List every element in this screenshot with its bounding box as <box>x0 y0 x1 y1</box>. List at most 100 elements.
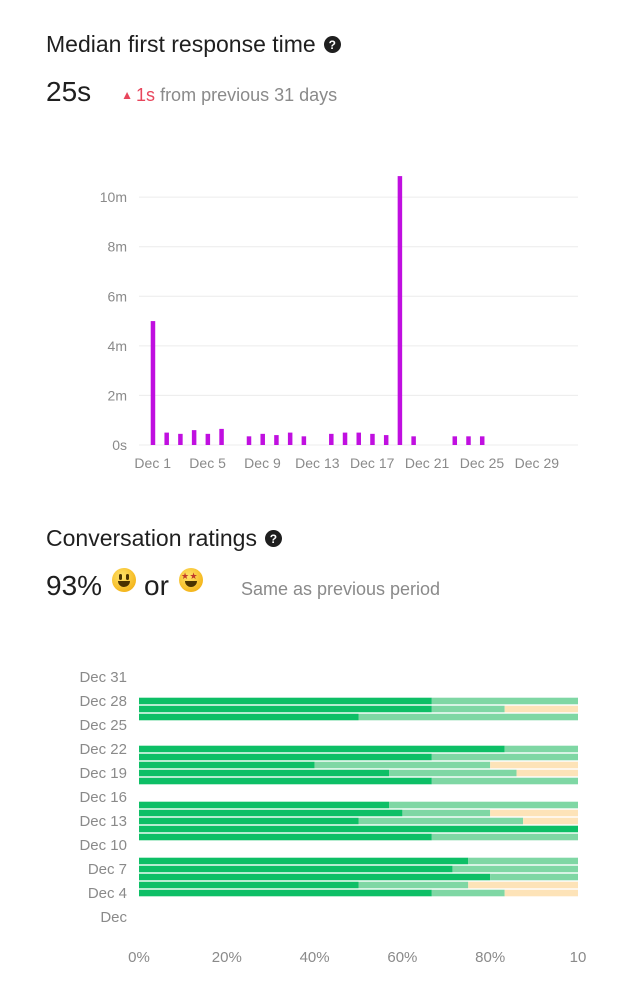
bar[interactable] <box>191 430 197 445</box>
bar[interactable] <box>150 321 156 445</box>
x-tick-label: Dec 25 <box>460 455 505 471</box>
bar[interactable] <box>479 436 485 445</box>
y-tick-label: Dec <box>100 909 127 926</box>
rating-segment-good[interactable] <box>452 865 578 873</box>
bar[interactable] <box>370 433 375 445</box>
y-tick-label: 0s <box>112 437 127 453</box>
rating-segment-good[interactable] <box>431 777 578 785</box>
y-tick-label: Dec 7 <box>88 861 127 878</box>
rating-segment-great[interactable] <box>139 881 359 889</box>
rating-segment-great[interactable] <box>139 857 469 865</box>
rating-segment-good[interactable] <box>490 873 578 881</box>
delta-text: from previous 31 days <box>160 85 338 105</box>
rating-segment-good[interactable] <box>314 761 491 769</box>
rating-segment-great[interactable] <box>139 769 390 777</box>
ratings-metric: 93% or Same as previous period <box>46 568 441 602</box>
y-tick-label: Dec 13 <box>79 813 127 830</box>
rating-segment-great[interactable] <box>139 777 432 785</box>
rating-segment-good[interactable] <box>431 889 505 897</box>
bar[interactable] <box>329 433 334 445</box>
bar[interactable] <box>287 432 293 445</box>
response-time-title-text: Median first response time <box>46 31 316 57</box>
y-tick-label: Dec 31 <box>79 669 127 686</box>
rating-segment-ok[interactable] <box>516 769 578 777</box>
star-struck-face-icon <box>178 568 203 592</box>
y-tick-label: Dec 16 <box>79 789 127 806</box>
rating-segment-good[interactable] <box>431 753 578 761</box>
x-tick-label: Dec 17 <box>350 455 395 471</box>
bar[interactable] <box>397 176 403 445</box>
rating-segment-great[interactable] <box>139 825 578 833</box>
rating-segment-great[interactable] <box>139 697 432 705</box>
bar[interactable] <box>301 436 307 445</box>
rating-segment-ok[interactable] <box>504 889 578 897</box>
bar[interactable] <box>274 435 279 445</box>
x-tick-label: Dec 29 <box>515 455 560 471</box>
bar[interactable] <box>205 433 211 445</box>
bar[interactable] <box>164 432 169 445</box>
bar[interactable] <box>411 436 416 445</box>
help-icon[interactable]: ? <box>264 530 282 547</box>
y-tick-label: 2m <box>108 387 127 403</box>
rating-segment-great[interactable] <box>139 865 453 873</box>
rating-segment-ok[interactable] <box>523 817 578 825</box>
y-tick-label: Dec 22 <box>79 741 127 758</box>
rating-segment-great[interactable] <box>139 889 432 897</box>
x-tick-label: 80% <box>475 949 505 966</box>
rating-segment-good[interactable] <box>358 817 524 825</box>
ratings-chart: Dec 31 Dec 28 Dec 25 Dec 22 Dec 19 Dec 16 Dec … <box>79 669 586 966</box>
rating-segment-great[interactable] <box>139 817 359 825</box>
rating-segment-ok[interactable] <box>504 705 578 713</box>
rating-segment-great[interactable] <box>139 713 359 721</box>
response-time-chart: 0s 2m 4m 6m 8m 10m Dec 1 Dec 5 Dec 9 Dec 13 Dec 1… <box>100 176 578 471</box>
bar[interactable] <box>356 432 362 445</box>
y-tick-label: Dec 19 <box>79 765 127 782</box>
rating-segment-great[interactable] <box>139 705 432 713</box>
rating-segment-good[interactable] <box>468 857 578 865</box>
response-time-title: Median first response time ? <box>46 31 341 58</box>
rating-segment-good[interactable] <box>389 769 517 777</box>
ratings-or: or <box>144 570 169 601</box>
rating-segment-good[interactable] <box>431 833 578 841</box>
rating-segment-good[interactable] <box>431 697 578 705</box>
bar[interactable] <box>219 428 224 445</box>
bar[interactable] <box>466 436 471 445</box>
y-tick-label: 6m <box>108 288 127 304</box>
x-tick-label: Dec 13 <box>295 455 340 471</box>
y-tick-label: Dec 25 <box>79 717 127 734</box>
x-tick-label: Dec 21 <box>405 455 450 471</box>
rating-segment-great[interactable] <box>139 873 491 881</box>
bar[interactable] <box>383 435 389 445</box>
rating-segment-good[interactable] <box>358 881 469 889</box>
rating-segment-ok[interactable] <box>468 881 578 889</box>
rating-segment-ok[interactable] <box>490 761 578 769</box>
rating-segment-great[interactable] <box>139 745 505 753</box>
delta-amount: 1s <box>136 85 156 105</box>
x-tick-label: 20% <box>212 949 242 966</box>
rating-segment-great[interactable] <box>139 833 432 841</box>
help-icon[interactable]: ? <box>323 36 341 53</box>
rating-segment-great[interactable] <box>139 753 432 761</box>
bar[interactable] <box>178 433 183 445</box>
rating-segment-good[interactable] <box>402 809 491 817</box>
bar[interactable] <box>342 432 348 445</box>
y-tick-label: 10m <box>100 189 127 205</box>
rating-segment-good[interactable] <box>431 705 505 713</box>
ratings-comparison: Same as previous period <box>240 579 441 599</box>
bar[interactable] <box>260 433 265 445</box>
y-tick-label: Dec 4 <box>88 885 127 902</box>
rating-segment-good[interactable] <box>504 745 578 753</box>
rating-segment-great[interactable] <box>139 801 390 809</box>
ratings-value: 93% <box>46 570 103 601</box>
x-tick-label: Dec 1 <box>134 455 171 471</box>
bar[interactable] <box>452 436 458 445</box>
rating-segment-great[interactable] <box>139 761 315 769</box>
x-tick-label: 40% <box>300 949 330 966</box>
rating-segment-ok[interactable] <box>490 809 578 817</box>
bar[interactable] <box>246 436 252 445</box>
x-tick-label: Dec 9 <box>244 455 281 471</box>
rating-segment-good[interactable] <box>389 801 578 809</box>
response-time-delta: ▲ 1s from previous 31 days <box>121 85 337 106</box>
rating-segment-great[interactable] <box>139 809 403 817</box>
rating-segment-good[interactable] <box>358 713 579 721</box>
